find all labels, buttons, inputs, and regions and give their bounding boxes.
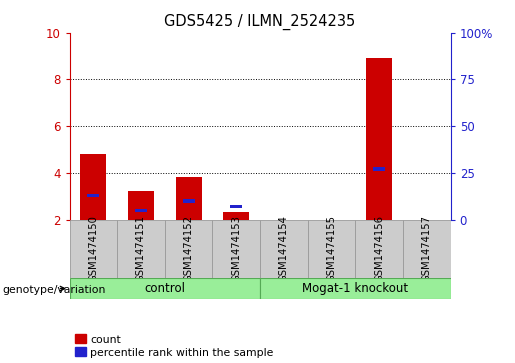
Text: GSM1474151: GSM1474151: [136, 215, 146, 282]
Bar: [88, 193, 99, 197]
Text: GSM1474155: GSM1474155: [327, 215, 336, 282]
FancyBboxPatch shape: [307, 220, 355, 278]
Text: genotype/variation: genotype/variation: [3, 285, 106, 295]
Bar: [135, 208, 147, 212]
FancyBboxPatch shape: [260, 278, 451, 299]
FancyBboxPatch shape: [165, 220, 212, 278]
Legend: count, percentile rank within the sample: count, percentile rank within the sample: [75, 334, 273, 358]
Bar: [373, 167, 385, 171]
FancyBboxPatch shape: [403, 220, 451, 278]
FancyBboxPatch shape: [212, 220, 260, 278]
Bar: [230, 205, 242, 208]
Text: Mogat-1 knockout: Mogat-1 knockout: [302, 282, 408, 295]
Bar: [223, 212, 249, 220]
FancyBboxPatch shape: [70, 278, 260, 299]
Title: GDS5425 / ILMN_2524235: GDS5425 / ILMN_2524235: [164, 14, 356, 30]
FancyBboxPatch shape: [117, 220, 165, 278]
Bar: [128, 191, 154, 220]
Text: control: control: [144, 282, 185, 295]
Text: GSM1474153: GSM1474153: [231, 215, 241, 282]
Text: GSM1474152: GSM1474152: [184, 215, 194, 282]
FancyBboxPatch shape: [260, 220, 307, 278]
FancyBboxPatch shape: [355, 220, 403, 278]
Text: GSM1474150: GSM1474150: [89, 215, 98, 282]
Bar: [366, 58, 392, 220]
Text: GSM1474156: GSM1474156: [374, 215, 384, 282]
Text: GSM1474154: GSM1474154: [279, 215, 289, 282]
Bar: [183, 199, 195, 203]
Bar: [176, 177, 202, 220]
Bar: [80, 154, 107, 220]
FancyBboxPatch shape: [70, 220, 117, 278]
Text: GSM1474157: GSM1474157: [422, 215, 432, 282]
